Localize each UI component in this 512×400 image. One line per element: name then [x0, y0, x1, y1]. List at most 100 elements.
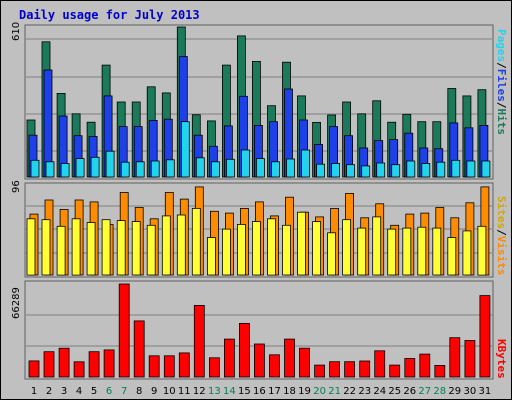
pages-bar — [150, 160, 160, 178]
pages-bar — [451, 159, 461, 178]
day-label: 16 — [253, 386, 266, 397]
pages-bar — [105, 150, 115, 178]
day-label: 23 — [358, 386, 371, 397]
pages-bar — [225, 158, 235, 178]
day-label: 29 — [448, 386, 461, 397]
pages-bar — [376, 162, 386, 178]
sites-bar — [387, 228, 397, 276]
kbytes-bar — [43, 351, 55, 378]
pages-bar — [210, 161, 220, 178]
pages-bar — [240, 149, 250, 178]
day-label: 27 — [418, 386, 431, 397]
sites-bar — [402, 227, 412, 276]
chart-title: Daily usage for July 2013 — [19, 8, 200, 22]
sites-bar — [357, 227, 367, 276]
pages-bar — [120, 161, 130, 178]
pages-bar — [271, 161, 280, 178]
sites-bar — [297, 211, 306, 276]
sites-bar — [161, 215, 171, 276]
pages-bar — [481, 160, 491, 178]
pages-bar — [346, 164, 356, 178]
kbytes-bar — [253, 343, 265, 378]
kbytes-bar — [464, 340, 476, 378]
sites-bar — [56, 225, 66, 276]
sites-bar — [206, 237, 216, 276]
sites-bar — [146, 224, 156, 276]
kbytes-bar — [223, 338, 235, 378]
pages-bar — [75, 158, 85, 178]
ymax-label-visits: 96 — [11, 180, 22, 193]
day-label: 9 — [151, 386, 157, 397]
bars-layer — [26, 26, 491, 378]
sites-bar — [131, 221, 141, 276]
pages-bar — [60, 163, 70, 178]
kbytes-bar — [404, 358, 416, 378]
day-label: 21 — [328, 386, 341, 397]
pages-bar — [421, 163, 431, 178]
kbytes-bar — [73, 361, 85, 378]
kbytes-bar — [28, 360, 40, 378]
day-label: 25 — [388, 386, 401, 397]
day-label: 13 — [208, 386, 221, 397]
pages-bar — [316, 163, 326, 178]
sites-bar — [116, 220, 126, 276]
pages-bar — [45, 161, 55, 178]
sites-bar — [282, 224, 291, 276]
pages-bar — [331, 163, 341, 178]
legend-sep-3: / — [495, 229, 508, 236]
day-label: 7 — [121, 386, 127, 397]
day-label: 2 — [46, 386, 52, 397]
pages-bar — [466, 160, 476, 178]
day-label: 12 — [193, 386, 206, 397]
pages-bar — [406, 160, 416, 178]
kbytes-bar — [208, 357, 220, 378]
sites-bar — [176, 214, 186, 276]
kbytes-bar — [178, 352, 190, 378]
day-label: 8 — [136, 386, 142, 397]
sites-bar — [417, 226, 427, 276]
pages-bar — [30, 159, 40, 178]
kbytes-bar — [88, 351, 100, 378]
day-label: 19 — [298, 386, 311, 397]
pages-bar — [301, 149, 310, 178]
kbytes-bar — [389, 364, 401, 378]
sites-bar — [41, 219, 51, 276]
kbytes-bar — [449, 337, 461, 378]
legend-hits-panel: Pages/Files/Hits — [495, 29, 508, 135]
sites-bar — [267, 218, 276, 276]
sites-bar — [86, 222, 96, 276]
pages-bar — [255, 158, 265, 178]
legend-pages: Pages — [495, 29, 508, 62]
sites-bar — [432, 227, 442, 276]
pages-bar — [391, 164, 401, 178]
day-label: 28 — [433, 386, 446, 397]
day-label: 20 — [313, 386, 326, 397]
pages-bar — [361, 165, 371, 178]
day-label: 10 — [163, 386, 176, 397]
kbytes-bar — [314, 364, 326, 378]
pages-bar — [165, 159, 175, 178]
day-label: 14 — [223, 386, 236, 397]
day-label: 18 — [283, 386, 296, 397]
legend-sep-1: / — [495, 62, 508, 69]
legend-kbytes: KBytes — [495, 339, 508, 379]
legend-sites: Sites — [495, 196, 508, 229]
day-label: 17 — [268, 386, 281, 397]
sites-bar — [447, 237, 457, 276]
day-label: 6 — [106, 386, 112, 397]
pages-bar — [286, 158, 295, 178]
kbytes-bar — [479, 295, 491, 378]
kbytes-bar — [118, 283, 130, 378]
legend-sep-2: / — [495, 102, 508, 109]
sites-bar — [477, 225, 487, 276]
day-label: 4 — [76, 386, 82, 397]
pages-bar — [436, 161, 446, 178]
day-label: 1 — [31, 386, 37, 397]
sites-bar — [372, 216, 382, 276]
kbytes-bar — [374, 350, 386, 378]
kbytes-bar — [269, 354, 280, 378]
sites-bar — [462, 230, 472, 276]
day-label: 26 — [403, 386, 416, 397]
